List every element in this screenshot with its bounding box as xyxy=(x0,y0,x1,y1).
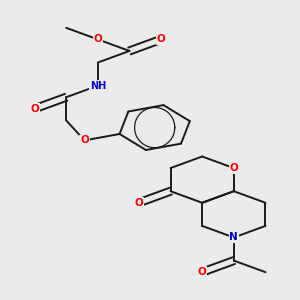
Text: O: O xyxy=(94,34,102,44)
Text: NH: NH xyxy=(90,81,106,91)
Text: O: O xyxy=(157,34,166,44)
Text: N: N xyxy=(230,232,238,242)
Text: O: O xyxy=(30,104,39,114)
Text: O: O xyxy=(198,267,206,277)
Text: O: O xyxy=(80,135,89,146)
Text: O: O xyxy=(230,163,238,173)
Text: O: O xyxy=(134,198,143,208)
